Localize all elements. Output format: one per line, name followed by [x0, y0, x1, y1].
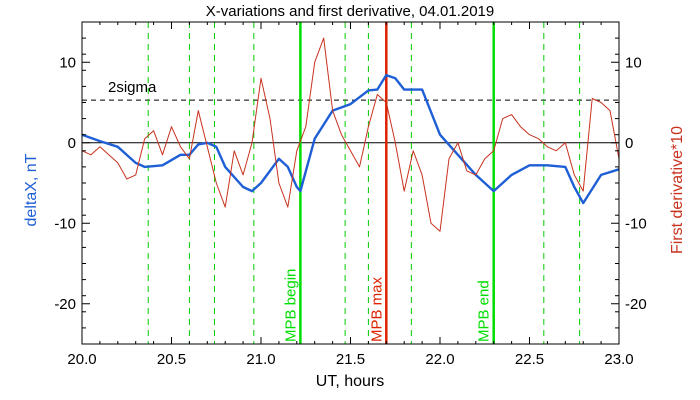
x-axis-label: UT, hours [316, 373, 384, 390]
x-tick-label: 20.0 [67, 351, 96, 368]
vertical-markers: MPB begin MPB max MPB end [147, 22, 581, 344]
x-tick-label: 23.0 [604, 351, 633, 368]
sigma-label: 2sigma [108, 79, 157, 96]
x-tick-label: 20.5 [157, 351, 186, 368]
y-tick-label-right: -10 [625, 215, 647, 232]
y-tick-label-left: 10 [59, 54, 76, 71]
mpb-marker-label: MPB max [368, 276, 385, 342]
plot-frame [81, 21, 620, 345]
y-axis-left-label: deltaX, nT [23, 153, 40, 226]
chart-title: X-variations and first derivative, 04.01… [206, 3, 495, 20]
mpb-marker-label: MPB end [476, 280, 493, 342]
mpb-marker-label: MPB begin [282, 269, 299, 342]
y-tick-label-right: 10 [625, 54, 642, 71]
x-tick-label: 22.5 [515, 351, 544, 368]
axis-ticks: 20.0 20.5 21.0 21.5 22.0 22.5 23.0 10 10 0 0 -10 -10… [54, 21, 647, 368]
series-line-deltax [81, 73, 620, 205]
x-tick-label: 22.0 [425, 351, 454, 368]
y-tick-label-right: 0 [625, 135, 633, 152]
x-tick-label: 21.5 [336, 351, 365, 368]
series-lines [81, 37, 620, 232]
y-tick-label-left: -20 [54, 296, 76, 313]
x-tick-label: 21.0 [246, 351, 275, 368]
y-tick-label-left: 0 [68, 135, 76, 152]
y-tick-label-right: -20 [625, 296, 647, 313]
y-axis-right-label: First derivative*10 [669, 126, 686, 254]
series-line-derivative [81, 37, 620, 232]
y-tick-label-left: -10 [54, 215, 76, 232]
reference-lines [82, 99, 619, 144]
